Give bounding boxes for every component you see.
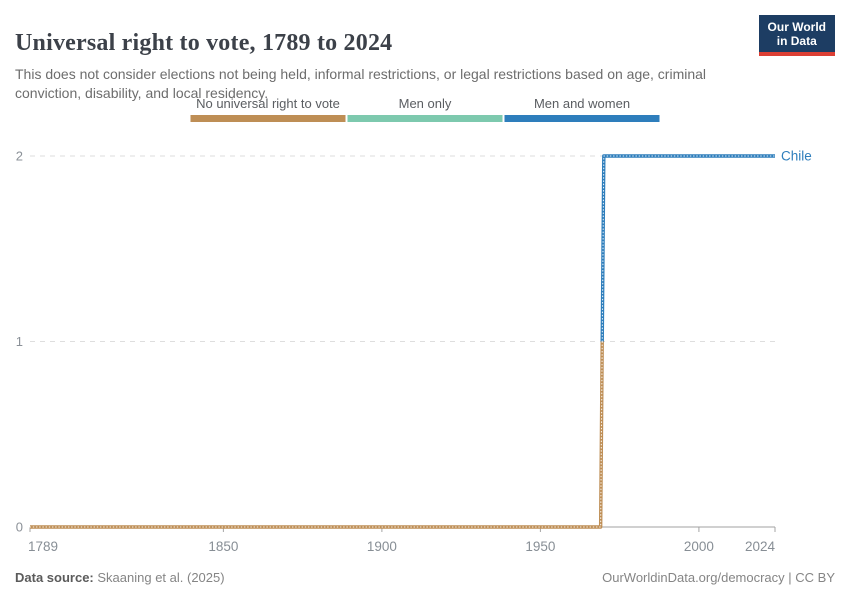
- x-tick-label: 1900: [367, 539, 397, 554]
- legend-item-label: No universal right to vote: [196, 96, 340, 111]
- entity-label[interactable]: Chile: [781, 149, 812, 164]
- chart-footer: Data source: Skaaning et al. (2025) OurW…: [15, 570, 835, 585]
- y-tick-label: 2: [16, 149, 23, 164]
- y-tick-label: 0: [16, 520, 23, 535]
- chart-subtitle: This does not consider elections not bei…: [15, 66, 707, 101]
- legend-item[interactable]: Men only: [347, 96, 503, 122]
- series-line-markers: [601, 155, 776, 343]
- series-line-segment[interactable]: [30, 341, 604, 529]
- y-tick-label: 1: [16, 334, 23, 349]
- x-tick-label: 1950: [525, 539, 555, 554]
- footer-link[interactable]: OurWorldinData.org/democracy | CC BY: [602, 570, 835, 585]
- owid-logo[interactable]: Our World in Data: [758, 15, 835, 56]
- x-tick-label: 2000: [684, 539, 714, 554]
- legend-item-label: Men only: [398, 96, 452, 111]
- data-source-value: Skaaning et al. (2025): [97, 570, 225, 585]
- legend-item[interactable]: No universal right to vote: [190, 96, 346, 122]
- data-source-label: Data source:: [15, 570, 94, 585]
- x-tick-label: 1850: [208, 539, 238, 554]
- legend-item[interactable]: Men and women: [504, 96, 660, 122]
- series-line-markers: [29, 340, 603, 528]
- legend-item-swatch: [347, 115, 503, 122]
- legend-item-swatch: [190, 115, 346, 122]
- x-tick-label: 1789: [28, 539, 58, 554]
- legend-item-swatch: [504, 115, 660, 122]
- series-line-segment[interactable]: [600, 154, 775, 342]
- owid-logo-line2: in Data: [776, 34, 817, 48]
- data-source-note: Data source: Skaaning et al. (2025): [15, 570, 225, 585]
- page-title: Universal right to vote, 1789 to 2024: [15, 30, 393, 57]
- legend-item-label: Men and women: [533, 96, 631, 111]
- owid-logo-line1: Our World: [767, 20, 826, 34]
- legend: No universal right to vote Men only Men an…: [190, 96, 660, 122]
- x-tick-label: 2024: [745, 539, 776, 554]
